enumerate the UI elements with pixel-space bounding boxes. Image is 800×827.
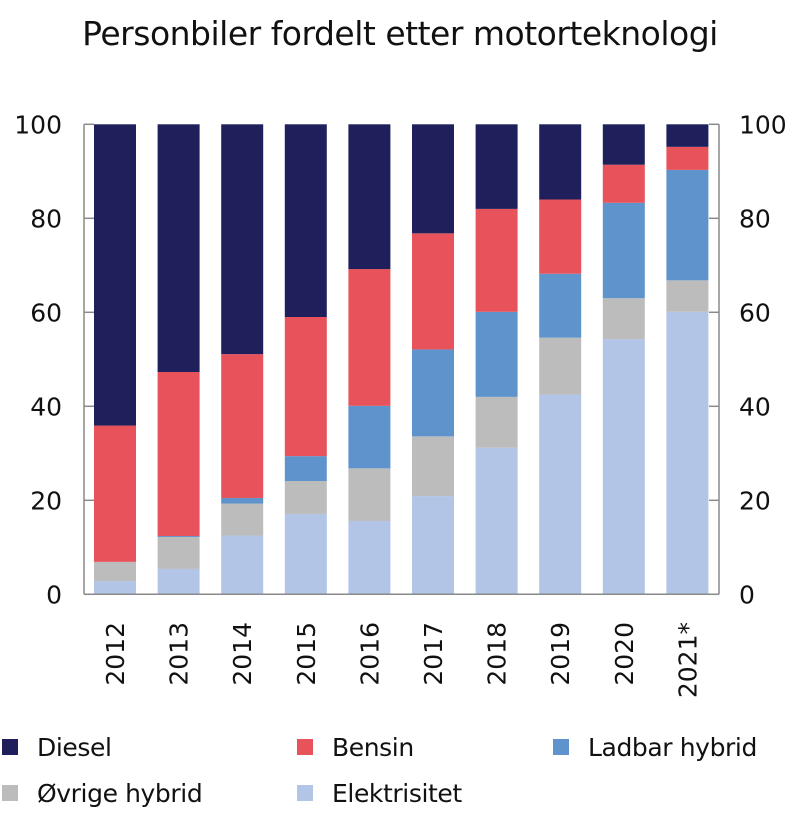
chart-title: Personbiler fordelt etter motorteknologi: [82, 14, 718, 53]
bar-elektrisitet-2015: [284, 513, 327, 595]
x-tick-label: 2019: [546, 622, 575, 686]
legend-swatch-ladbar-hybrid: [553, 739, 569, 755]
bar-diesel-2020: [602, 124, 645, 165]
x-tick-label: 2013: [165, 622, 194, 686]
bar-ladbar-hybrid-2017: [412, 349, 454, 437]
legend-label-ovrige-hybrid: Øvrige hybrid: [37, 778, 203, 808]
bar-elektrisitet-2014: [221, 535, 264, 595]
legend-item-bensin: Bensin: [297, 730, 414, 764]
x-tick-label: 2012: [101, 622, 130, 686]
bar-elektrisitet-2018: [475, 447, 518, 595]
bar-ladbar-hybrid-2015: [284, 456, 327, 482]
legend-swatch-elektrisitet: [297, 785, 313, 801]
bar-ladbar-hybrid-2020: [602, 202, 645, 299]
right-tick-label: 40: [739, 392, 771, 421]
left-tick-label: 100: [14, 110, 62, 139]
bar-elektrisitet-2012: [94, 581, 136, 595]
bar-elektrisitet-2013: [157, 568, 200, 595]
bar-diesel-2016: [348, 124, 391, 270]
left-tick-label: 40: [30, 392, 62, 421]
bar-bensin-2012: [94, 425, 136, 562]
bar-bensin-2020: [602, 164, 645, 203]
bar-bensin-2014: [221, 354, 264, 498]
bar-bensin-2013: [157, 371, 200, 537]
x-tick-label: 2017: [419, 622, 448, 686]
bar-ovrige-hybrid-2018: [475, 396, 518, 448]
x-tick-label: 2015: [292, 622, 321, 686]
bar-ladbar-hybrid-2014: [221, 497, 264, 504]
bar-ovrige-hybrid-2015: [284, 481, 327, 514]
bar-bensin-2017: [412, 233, 454, 350]
bar-ovrige-hybrid-2012: [94, 561, 136, 582]
bar-bensin-2018: [475, 208, 518, 312]
bar-ladbar-hybrid-2021: [666, 169, 709, 281]
bar-elektrisitet-2016: [348, 520, 391, 595]
bar-ovrige-hybrid-2014: [221, 503, 264, 536]
legend-item-ladbar-hybrid: Ladbar hybrid: [553, 730, 757, 764]
bar-diesel-2019: [539, 124, 582, 200]
legend-label-diesel: Diesel: [37, 732, 112, 762]
x-tick-label: 2014: [228, 622, 257, 686]
left-tick-label: 0: [46, 580, 62, 609]
bar-ovrige-hybrid-2013: [157, 536, 200, 569]
legend-label-bensin: Bensin: [332, 732, 414, 762]
bar-ladbar-hybrid-2018: [475, 311, 518, 397]
bar-ovrige-hybrid-2017: [412, 436, 454, 497]
bar-ovrige-hybrid-2020: [602, 298, 645, 340]
left-tick-label: 60: [30, 298, 62, 327]
legend-swatch-diesel: [2, 739, 18, 755]
left-axis-ticks: 0 20 40 60 80 100: [14, 110, 94, 609]
bar-elektrisitet-2017: [412, 496, 454, 595]
bar-ovrige-hybrid-2019: [539, 337, 582, 395]
x-tick-label: 2020: [610, 622, 639, 686]
axes-group: [83, 124, 720, 596]
bar-diesel-2014: [221, 124, 264, 355]
bar-diesel-2017: [412, 124, 454, 234]
bar-elektrisitet-2021: [666, 311, 709, 595]
left-tick-label: 80: [30, 204, 62, 233]
x-tick-label: 2018: [483, 622, 512, 686]
bar-ladbar-hybrid-2013: [157, 536, 200, 537]
bars-group: [94, 124, 709, 595]
legend-item-ovrige-hybrid: Øvrige hybrid: [2, 776, 203, 810]
x-axis-labels: 2012 2013 2014 2015 2016 2017 2018 2019 2020 2021…: [101, 622, 702, 698]
legend: Diesel Bensin Ladbar hybrid Øvrige hybri…: [0, 728, 800, 818]
right-tick-label: 20: [739, 486, 771, 515]
bar-diesel-2021: [666, 124, 709, 147]
bar-bensin-2021: [666, 146, 709, 170]
legend-swatch-bensin: [297, 739, 313, 755]
legend-label-elektrisitet: Elektrisitet: [332, 778, 462, 808]
bar-ovrige-hybrid-2016: [348, 468, 391, 521]
right-tick-label: 60: [739, 298, 771, 327]
legend-item-diesel: Diesel: [2, 730, 112, 764]
x-tick-label: 2021*: [673, 622, 702, 698]
bar-diesel-2015: [284, 124, 327, 317]
bar-elektrisitet-2020: [602, 339, 645, 595]
x-tick-label: 2016: [355, 622, 384, 686]
bar-bensin-2016: [348, 269, 391, 406]
bar-ladbar-hybrid-2019: [539, 273, 582, 338]
right-tick-label: 80: [739, 204, 771, 233]
right-tick-label: 0: [739, 580, 755, 609]
left-tick-label: 20: [30, 486, 62, 515]
bar-ladbar-hybrid-2016: [348, 405, 391, 469]
legend-swatch-ovrige-hybrid: [2, 785, 18, 801]
legend-label-ladbar-hybrid: Ladbar hybrid: [588, 732, 757, 762]
bar-bensin-2019: [539, 199, 582, 274]
right-tick-label: 100: [739, 110, 787, 139]
bar-ovrige-hybrid-2021: [666, 280, 709, 312]
right-axis-ticks: 0 20 40 60 80 100: [709, 110, 787, 609]
bar-diesel-2012: [94, 124, 136, 426]
bar-bensin-2015: [284, 317, 327, 457]
bar-diesel-2013: [157, 124, 200, 372]
legend-item-elektrisitet: Elektrisitet: [297, 776, 462, 810]
bar-diesel-2018: [475, 124, 518, 209]
bar-elektrisitet-2019: [539, 394, 582, 595]
